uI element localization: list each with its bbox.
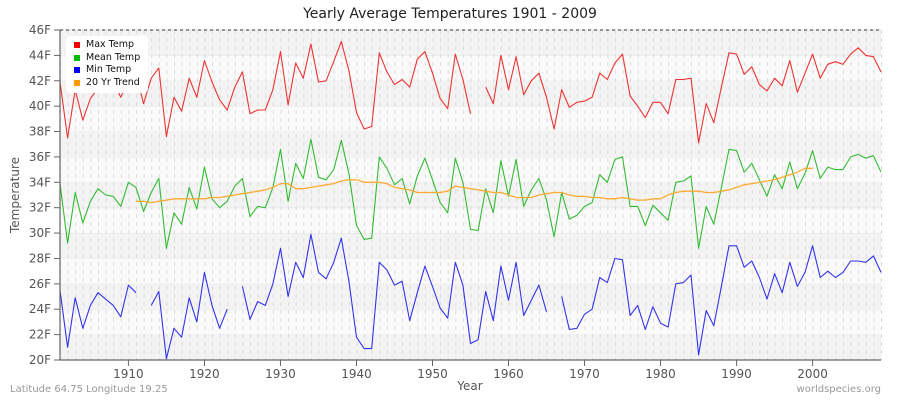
y-axis-ticks: 20F 22F 24F 26F 28F 30F 32F 34F 36F 38F 40F 42F 44F 4… [29,23,60,367]
x-axis-ticks: 1910 1920 1930 1940 1950 1960 1970 1980 1990 2000 [113,360,828,381]
legend-label: Min Temp [86,64,132,75]
svg-text:20F: 20F [29,353,51,367]
svg-text:1970: 1970 [569,367,600,381]
legend-item-trend: 20 Yr Trend [74,77,140,90]
mean-temp-swatch-icon [74,54,80,61]
max-temp-swatch-icon [74,42,80,49]
svg-text:42F: 42F [29,74,51,88]
svg-text:1930: 1930 [265,367,296,381]
legend-item-max-temp: Max Temp [74,39,140,52]
svg-text:22F: 22F [29,328,51,342]
svg-text:34F: 34F [29,175,51,189]
x-axis-label: Year [457,379,483,393]
legend-item-mean-temp: Mean Temp [74,52,140,65]
svg-text:1950: 1950 [417,367,448,381]
svg-text:1940: 1940 [341,367,372,381]
vertical-gridlines [60,30,882,360]
svg-text:28F: 28F [29,251,51,265]
min-temp-swatch-icon [74,67,80,74]
location-caption: Latitude 64.75 Longitude 19.25 [10,384,168,395]
y-axis-label: Temperature [8,156,22,234]
mean-temp-line [59,138,882,249]
legend-item-min-temp: Min Temp [74,64,140,77]
legend-label: Mean Temp [86,51,141,63]
data-series [59,40,882,360]
svg-text:1960: 1960 [493,367,524,381]
svg-text:1920: 1920 [189,367,220,381]
svg-text:38F: 38F [29,125,51,139]
svg-text:2000: 2000 [797,367,828,381]
source-credit: worldspecies.org [796,384,881,395]
min-temp-line [59,233,882,360]
20-yr-trend-line [136,167,813,204]
legend-label: 20 Yr Trend [86,76,140,88]
svg-text:30F: 30F [29,226,51,240]
trend-swatch-icon [74,79,80,86]
svg-text:44F: 44F [29,48,51,62]
svg-text:46F: 46F [29,23,51,37]
svg-text:1990: 1990 [721,367,752,381]
svg-text:1980: 1980 [645,367,676,381]
svg-text:24F: 24F [29,302,51,316]
svg-text:32F: 32F [29,201,51,215]
legend-label: Max Temp [86,39,134,50]
svg-text:26F: 26F [29,277,51,291]
svg-text:40F: 40F [29,99,51,113]
chart-title: Yearly Average Temperatures 1901 - 2009 [303,6,597,22]
legend: Max Temp Mean Temp Min Temp 20 Yr Trend [66,36,149,93]
svg-text:36F: 36F [29,150,51,164]
svg-text:1910: 1910 [113,367,144,381]
